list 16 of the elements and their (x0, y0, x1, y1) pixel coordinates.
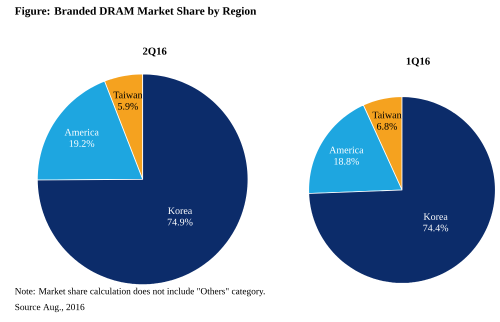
slice-label: America (64, 128, 99, 136)
data-label: 6.8% (376, 122, 398, 130)
data-label: 5.9% (118, 102, 138, 110)
data-label: 74.4% (423, 224, 448, 232)
slice-label: Taiwan (372, 112, 402, 118)
slice-label: Korea (168, 207, 192, 214)
slice-label: America (329, 146, 364, 154)
chart-subtitle: 2Q16 (142, 48, 167, 56)
data-label: 19.2% (70, 140, 94, 147)
text: Note: Market share calculation does not include "Others" category. (14, 288, 265, 296)
slice-label: Korea (424, 213, 448, 220)
chart-title: Figure: Branded DRAM Market Share by Region (14, 6, 256, 18)
data-label: 18.8% (334, 158, 359, 165)
data-label: 74.9% (168, 218, 193, 226)
source-note: Source Aug., 2016 (15, 304, 84, 312)
chart-subtitle: 1Q16 (406, 58, 430, 66)
